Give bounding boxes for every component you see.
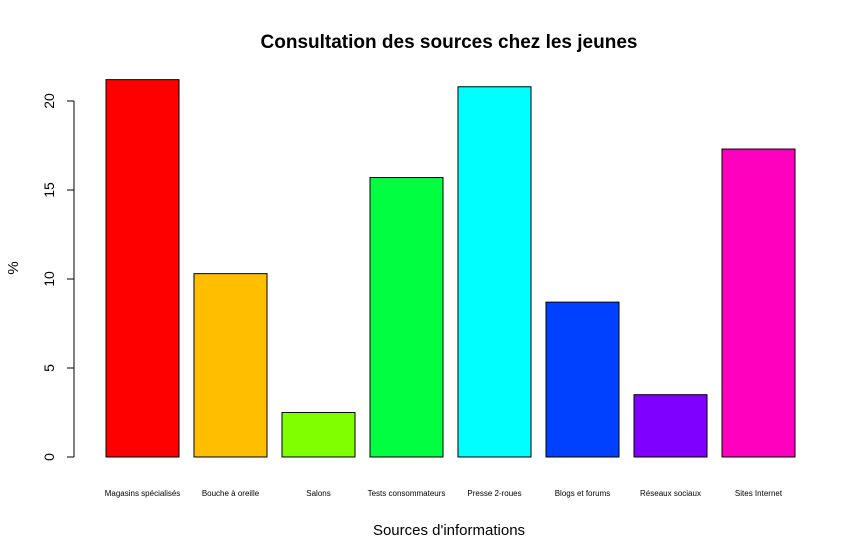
y-tick-label: 0 [41, 453, 57, 461]
bar [369, 177, 444, 458]
x-tick-label: Sites Internet [735, 489, 783, 498]
y-tick-label: 5 [41, 364, 57, 372]
y-tick-label: 10 [41, 271, 57, 287]
bar [105, 79, 180, 458]
bar [721, 148, 796, 458]
x-axis-label: Sources d'informations [373, 522, 525, 539]
y-axis: 0 5 10 15 20 [41, 93, 75, 461]
y-axis-label: % [5, 261, 22, 274]
x-tick-label: Blogs et forums [555, 489, 611, 498]
bars [105, 79, 796, 458]
y-tick-label: 20 [41, 93, 57, 109]
bar [193, 273, 268, 458]
chart-title: Consultation des sources chez les jeunes [261, 32, 638, 53]
x-tick-labels: Magasins spécialisés Bouche à oreille Salo… [105, 489, 783, 498]
x-tick-label: Tests consommateurs [368, 489, 446, 498]
x-tick-label: Magasins spécialisés [105, 489, 181, 498]
bar [545, 301, 620, 458]
x-tick-label: Bouche à oreille [202, 489, 260, 498]
y-tick-label: 15 [41, 182, 57, 198]
x-tick-label: Presse 2-roues [467, 489, 521, 498]
x-tick-label: Salons [306, 489, 330, 498]
x-tick-label: Réseaux sociaux [640, 489, 701, 498]
bar [633, 394, 708, 458]
bar [281, 412, 356, 458]
bar [457, 86, 532, 458]
